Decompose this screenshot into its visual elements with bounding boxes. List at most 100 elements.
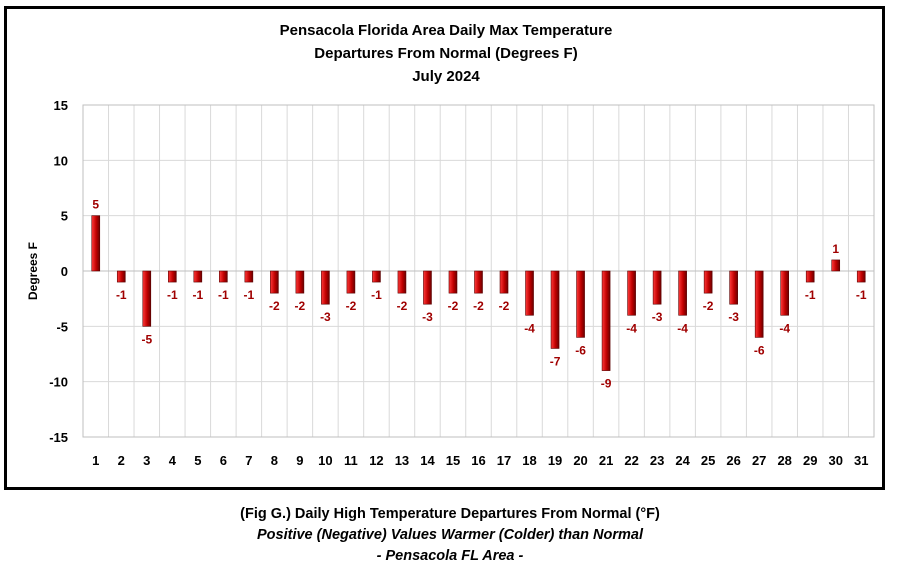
data-label: -5 <box>141 332 152 346</box>
figure-caption: (Fig G.) Daily High Temperature Departur… <box>0 504 900 567</box>
x-tick-label: 9 <box>296 453 303 468</box>
x-tick-label: 26 <box>726 453 740 468</box>
data-label: -2 <box>397 299 408 313</box>
data-label: 1 <box>832 242 839 256</box>
x-tick-label: 25 <box>701 453 715 468</box>
plot-area: 151050-5-10-1551-12-53-14-15-16-17-28-29… <box>49 98 875 468</box>
y-tick-label: 10 <box>54 153 68 168</box>
y-axis-label: Degrees F <box>26 242 40 300</box>
data-label: -4 <box>779 321 790 335</box>
bar <box>831 259 841 272</box>
x-tick-label: 20 <box>573 453 587 468</box>
bar <box>295 270 305 294</box>
x-tick-label: 12 <box>369 453 383 468</box>
x-tick-label: 3 <box>143 453 150 468</box>
chart-frame <box>4 6 885 490</box>
x-tick-label: 5 <box>194 453 201 468</box>
data-label: -1 <box>371 288 382 302</box>
bar <box>805 270 815 283</box>
bar <box>729 270 738 305</box>
bar <box>397 270 407 294</box>
bar <box>91 215 101 272</box>
x-tick-label: 15 <box>446 453 460 468</box>
bar <box>678 270 687 316</box>
x-tick-label: 29 <box>803 453 817 468</box>
bar <box>550 270 560 349</box>
y-tick-label: 5 <box>61 209 68 224</box>
bar <box>499 270 509 294</box>
chart-title-line-3: July 2024 <box>412 68 480 85</box>
x-tick-label: 28 <box>777 453 791 468</box>
x-tick-label: 10 <box>318 453 332 468</box>
bar <box>448 270 458 294</box>
data-label: -2 <box>295 299 306 313</box>
y-tick-label: -15 <box>49 430 68 445</box>
bar <box>244 270 254 283</box>
bar <box>142 270 152 327</box>
x-tick-label: 6 <box>220 453 227 468</box>
x-tick-label: 27 <box>752 453 766 468</box>
data-label: -3 <box>728 310 739 324</box>
x-tick-label: 1 <box>92 453 99 468</box>
x-tick-label: 23 <box>650 453 664 468</box>
caption-line-2: Positive (Negative) Values Warmer (Colde… <box>257 527 643 543</box>
x-tick-label: 11 <box>344 453 358 468</box>
bar <box>627 270 636 316</box>
chart: Pensacola Florida Area Daily Max Tempera… <box>26 22 875 468</box>
x-tick-label: 31 <box>854 453 868 468</box>
bar <box>652 270 662 305</box>
x-tick-label: 21 <box>599 453 613 468</box>
caption-line-3: - Pensacola FL Area - <box>376 548 524 564</box>
bar <box>168 270 177 283</box>
data-label: -4 <box>626 321 637 335</box>
chart-title-line-1: Pensacola Florida Area Daily Max Tempera… <box>280 22 613 39</box>
y-tick-label: -5 <box>56 319 68 334</box>
x-tick-label: 30 <box>828 453 842 468</box>
bar <box>372 270 381 283</box>
bar <box>703 270 713 294</box>
data-label: -1 <box>805 288 816 302</box>
bar <box>754 270 764 338</box>
data-label: -7 <box>550 354 561 368</box>
bar <box>116 270 126 283</box>
y-tick-label: 0 <box>61 264 68 279</box>
data-label: -2 <box>703 299 714 313</box>
x-tick-label: 13 <box>395 453 409 468</box>
data-label: -1 <box>116 288 127 302</box>
bar <box>321 270 330 305</box>
bar <box>346 270 356 294</box>
data-label: -3 <box>320 310 331 324</box>
data-label: -1 <box>192 288 203 302</box>
data-label: -2 <box>448 299 459 313</box>
y-tick-label: -10 <box>49 375 68 390</box>
x-tick-label: 4 <box>169 453 177 468</box>
data-label: -1 <box>856 288 867 302</box>
data-label: -4 <box>524 321 535 335</box>
bar <box>423 270 432 305</box>
data-label: -6 <box>754 343 765 357</box>
data-label: -2 <box>499 299 510 313</box>
x-tick-label: 17 <box>497 453 511 468</box>
bar <box>219 270 228 283</box>
bar <box>780 270 789 316</box>
data-label: -1 <box>244 288 255 302</box>
data-label: -1 <box>167 288 178 302</box>
caption-line-1: (Fig G.) Daily High Temperature Departur… <box>240 506 660 522</box>
y-tick-label: 15 <box>54 98 68 113</box>
x-tick-label: 7 <box>245 453 252 468</box>
bar <box>193 270 203 283</box>
chart-title-line-2: Departures From Normal (Degrees F) <box>314 45 577 62</box>
data-label: -4 <box>677 321 688 335</box>
x-tick-label: 8 <box>271 453 278 468</box>
x-tick-label: 24 <box>675 453 690 468</box>
bar <box>525 270 534 316</box>
data-label: -2 <box>473 299 484 313</box>
data-label: -3 <box>652 310 663 324</box>
data-label: -2 <box>269 299 280 313</box>
x-tick-label: 14 <box>420 453 435 468</box>
bar <box>576 270 585 338</box>
data-label: -6 <box>575 343 586 357</box>
bar <box>270 270 279 294</box>
bar <box>601 270 611 371</box>
bar <box>474 270 483 294</box>
